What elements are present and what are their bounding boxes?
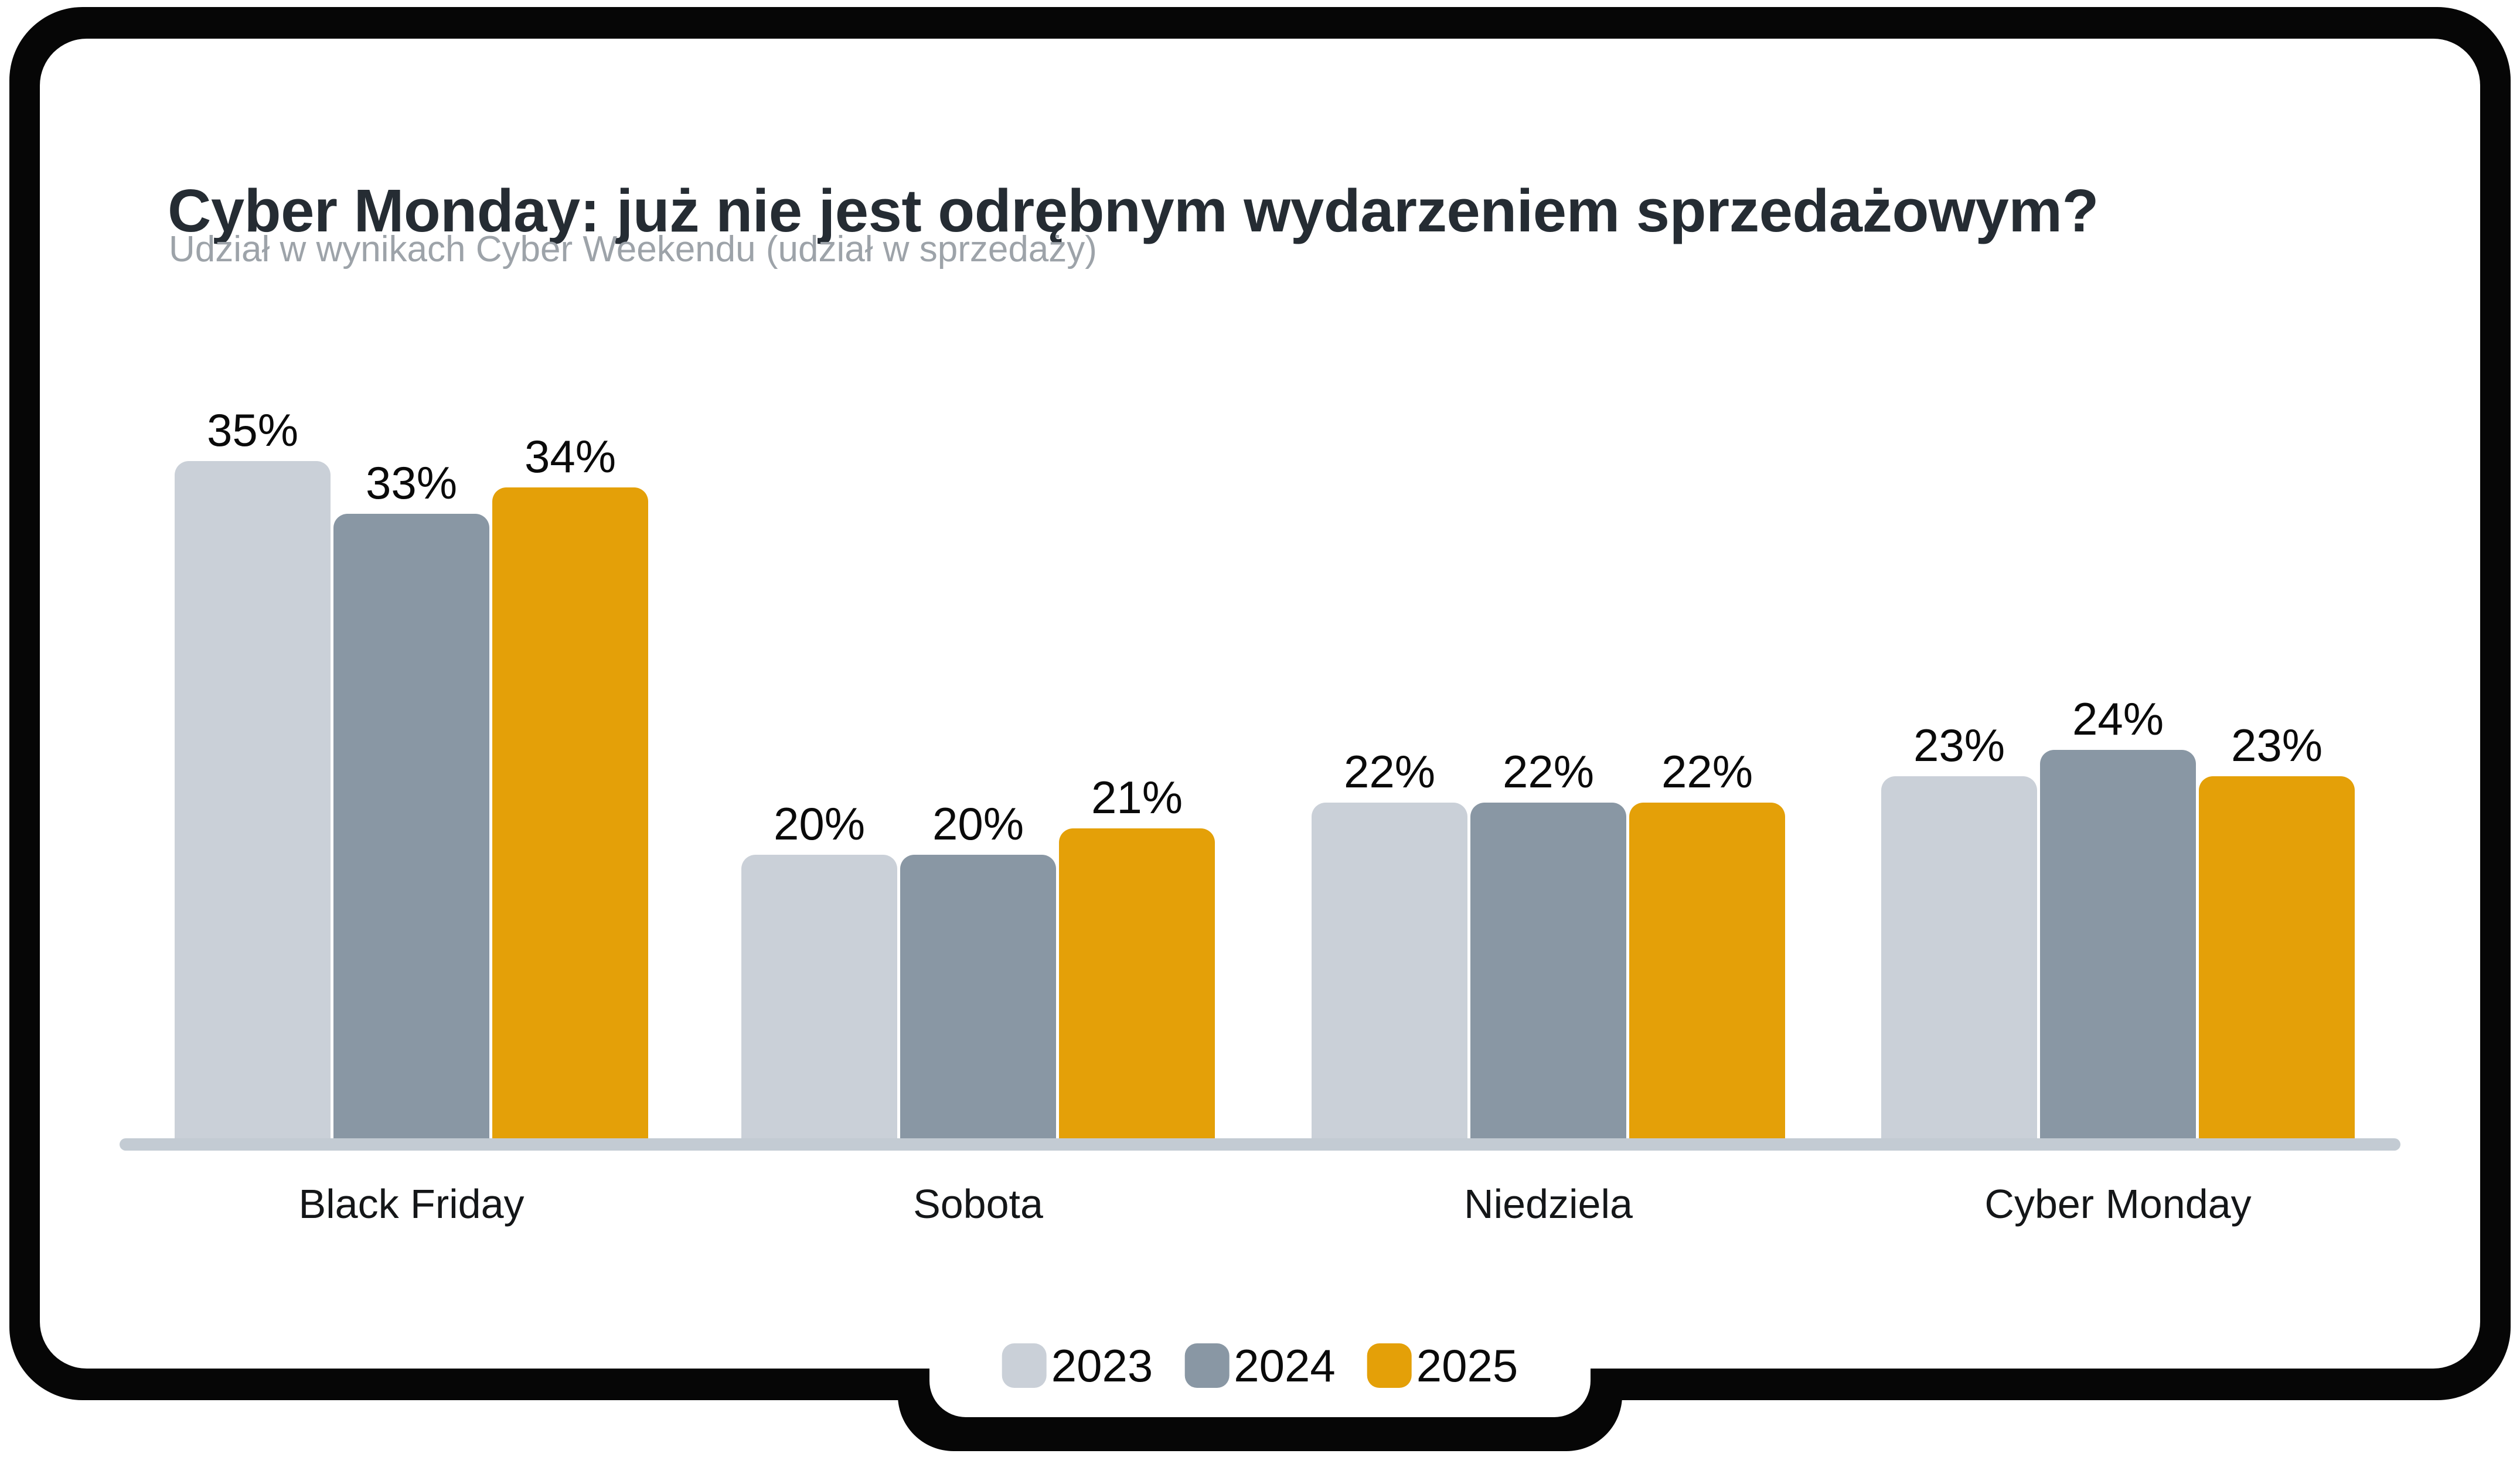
bar-2024-cyber-monday <box>2040 750 2196 1138</box>
category-label-niedziela: Niedziela <box>1464 1181 1633 1227</box>
bar-value-label: 20% <box>773 798 866 849</box>
chart-title: Cyber Monday: już nie jest odrębnym wyda… <box>168 177 2099 244</box>
bar-2024-sobota <box>900 855 1056 1138</box>
legend-item-2023: 2023 <box>1002 1343 1153 1388</box>
bar-2023-cyber-monday <box>1881 776 2037 1138</box>
category-label-black-friday: Black Friday <box>298 1181 525 1227</box>
bar-value-label: 23% <box>2230 719 2323 771</box>
bar-value-label: 22% <box>1343 746 1436 797</box>
legend-label-2024: 2024 <box>1234 1340 1336 1391</box>
chart-legend: 2023 2024 2025 <box>1002 1343 1518 1388</box>
bar-value-label: 20% <box>932 798 1024 849</box>
bar-2023-sobota <box>741 855 897 1138</box>
bar-value-label: 33% <box>365 457 458 509</box>
bar-2023-niedziela <box>1312 803 1467 1138</box>
bar-value-label: 34% <box>524 431 617 482</box>
bar-2025-cyber-monday <box>2199 776 2355 1138</box>
legend-swatch-2025 <box>1367 1343 1412 1388</box>
legend-swatch-2024 <box>1184 1343 1230 1388</box>
bar-value-label: 35% <box>206 404 299 456</box>
bar-value-label: 23% <box>1913 719 2005 771</box>
legend-swatch-2023 <box>1002 1343 1047 1388</box>
bar-2025-black-friday <box>492 487 648 1138</box>
legend-label-2025: 2025 <box>1416 1340 1518 1391</box>
legend-item-2024: 2024 <box>1184 1343 1336 1388</box>
category-label-sobota: Sobota <box>913 1181 1043 1227</box>
bar-2025-niedziela <box>1629 803 1785 1138</box>
bar-value-label: 24% <box>2072 693 2164 745</box>
bar-2025-sobota <box>1059 828 1215 1138</box>
category-label-cyber-monday: Cyber Monday <box>1984 1181 2252 1227</box>
x-axis-baseline <box>120 1138 2400 1151</box>
bar-value-label: 22% <box>1502 746 1595 797</box>
bar-value-label: 21% <box>1091 772 1183 823</box>
bar-2023-black-friday <box>175 461 331 1138</box>
bar-2024-niedziela <box>1470 803 1626 1138</box>
legend-item-2025: 2025 <box>1367 1343 1518 1388</box>
bar-2024-black-friday <box>333 514 489 1138</box>
bar-value-label: 22% <box>1661 746 1753 797</box>
chart-subtitle: Udział w wynikach Cyber Weekendu (udział… <box>169 229 1097 269</box>
legend-label-2023: 2023 <box>1051 1340 1153 1391</box>
